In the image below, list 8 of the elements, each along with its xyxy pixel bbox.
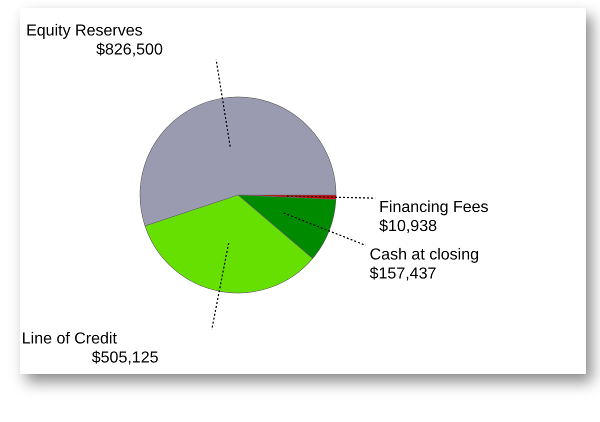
slice-label: Line of Credit xyxy=(22,330,118,348)
slice-label: Financing Fees xyxy=(379,199,489,216)
data-label: $157,437 xyxy=(370,265,436,282)
data-label: $505,125 xyxy=(92,350,159,367)
slice-label: Cash at closing xyxy=(370,246,480,264)
slice-label: Equity Reserves xyxy=(26,22,143,40)
data-label: $826,500 xyxy=(96,42,163,59)
data-label: $10,938 xyxy=(379,218,438,236)
